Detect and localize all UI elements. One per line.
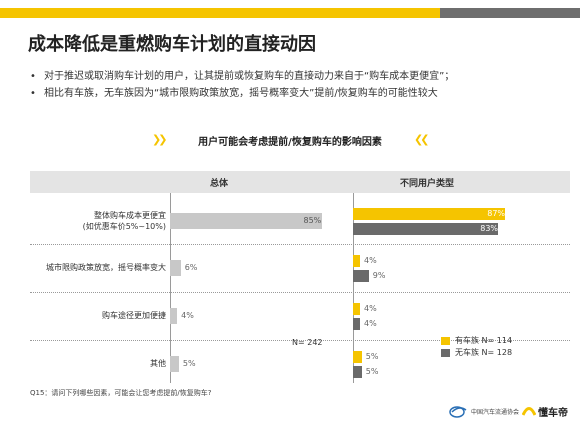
category-label-line: 整体购车成本更便宜 — [94, 210, 166, 220]
dongchedi-emblem-icon — [522, 407, 536, 416]
bullet-list: 对于推迟或取消购车计划的用户，让其提前或恢复购车的直接动力来自于“购车成本更便宜… — [30, 68, 570, 102]
data-label-nonowner: 83% — [480, 223, 499, 233]
chevron-left-icon: ❮❮ — [414, 133, 430, 146]
data-label-owner: 5% — [365, 351, 379, 361]
data-label-nonowner: 4% — [364, 318, 377, 328]
category-label: 城市限购政策放宽，摇号概率变大 — [46, 262, 166, 273]
data-label-overall: 4% — [181, 310, 194, 320]
slide-title: 成本降低是重燃购车计划的直接动因 — [28, 34, 316, 55]
legend-label-owner: 有车族 N= 114 — [455, 336, 513, 345]
bar-nonowner — [353, 222, 499, 235]
data-label-overall: 6% — [184, 262, 198, 272]
category-label: 其他 — [150, 358, 166, 369]
category-label: 购车途径更加便捷 — [102, 310, 166, 321]
row-divider — [30, 292, 570, 293]
data-label-owner: 4% — [364, 303, 377, 313]
top-accent-bar — [0, 8, 440, 18]
bar-overall — [170, 355, 179, 372]
category-label-line: (如优惠车价5%~10%) — [82, 221, 166, 231]
chevron-right-icon: ❯❯ — [152, 133, 168, 146]
association-logo-text: 中国汽车流通协会 — [471, 409, 520, 416]
bar-owner — [353, 302, 360, 315]
category-label-line: 其他 — [150, 359, 166, 368]
bullet-item: 相比有车族，无车族因为“城市限购政策放宽，摇号概率变大”提前/恢复购车的可能性较… — [30, 85, 570, 102]
data-label-owner: 87% — [487, 208, 506, 218]
bar-owner — [353, 350, 362, 363]
legend-swatch-owner — [441, 337, 450, 345]
axis-line-user-type — [353, 193, 354, 383]
data-label-nonowner: 9% — [372, 270, 386, 280]
top-accent-bar-gray — [440, 8, 580, 18]
category-label: 整体购车成本更便宜 (如优惠车价5%~10%) — [83, 210, 166, 232]
association-emblem-icon — [449, 406, 467, 418]
category-label-line: 购车途径更加便捷 — [102, 311, 166, 320]
legend-item-owner: 有车族 N= 114 — [441, 336, 512, 348]
bar-nonowner — [353, 269, 369, 282]
legend-label-nonowner: 无车族 N= 128 — [455, 348, 513, 357]
chart-title-row: ❯❯ 用户可能会考虑提前/恢复购车的影响因素 ❮❮ — [0, 133, 580, 151]
column-header-user-type: 不同用户类型 — [400, 179, 455, 189]
table-header-band — [30, 171, 570, 193]
column-header-overall: 总体 — [210, 179, 229, 189]
bar-owner — [353, 207, 506, 220]
data-label-owner: 4% — [364, 255, 377, 265]
legend-swatch-nonowner — [441, 349, 450, 357]
bullet-item: 对于推迟或取消购车计划的用户，让其提前或恢复购车的直接动力来自于“购车成本更便宜… — [30, 68, 570, 85]
data-label-overall: 5% — [182, 358, 196, 368]
legend: 有车族 N= 114 无车族 N= 128 — [441, 336, 512, 360]
legend-item-nonowner: 无车族 N= 128 — [441, 348, 512, 360]
bar-overall — [170, 259, 181, 276]
row-divider — [30, 340, 570, 341]
bar-nonowner — [353, 317, 360, 330]
footnote: Q15：请问下列哪些因素，可能会让您考虑提前/恢复购车? — [30, 389, 212, 397]
dongchedi-logo-text: 懂车帝 — [538, 408, 568, 419]
chart-title: 用户可能会考虑提前/恢复购车的影响因素 — [198, 137, 382, 148]
bar-nonowner — [353, 365, 362, 378]
axis-line-overall — [170, 193, 171, 383]
bar-owner — [353, 254, 360, 267]
bar-overall — [170, 307, 178, 324]
row-divider — [30, 244, 570, 245]
bar-overall — [170, 212, 322, 229]
data-label-overall: 85% — [303, 215, 322, 225]
overall-sample-size: N= 242 — [292, 338, 323, 347]
data-label-nonowner: 5% — [365, 366, 379, 376]
category-label-line: 城市限购政策放宽，摇号概率变大 — [46, 263, 166, 272]
